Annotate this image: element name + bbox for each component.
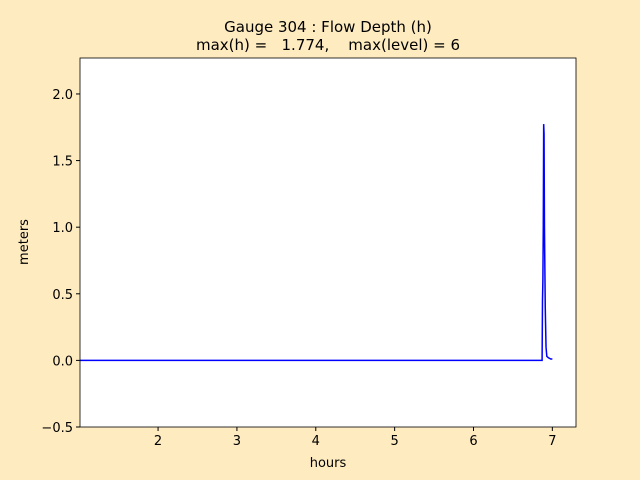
y-tick-label: 1.0 <box>52 221 73 236</box>
chart-subtitle: max(h) = 1.774, max(level) = 6 <box>196 36 460 54</box>
chart-title: Gauge 304 : Flow Depth (h) <box>224 18 432 36</box>
y-tick-label: 1.5 <box>52 155 73 170</box>
y-tick-label: 0.5 <box>52 288 73 303</box>
y-tick-label: −0.5 <box>41 421 73 436</box>
x-tick-label: 4 <box>312 434 320 449</box>
x-axis-label: hours <box>310 456 347 471</box>
y-axis-label: meters <box>17 219 32 265</box>
x-tick-label: 2 <box>154 434 162 449</box>
y-tick-label: 2.0 <box>52 88 73 103</box>
data-line <box>80 124 553 362</box>
y-tick-label: 0.0 <box>52 354 73 369</box>
plot-area <box>80 58 576 427</box>
x-tick-label: 3 <box>233 434 241 449</box>
x-tick-label: 5 <box>390 434 398 449</box>
axes-frame <box>79 57 577 428</box>
x-tick-label: 6 <box>469 434 477 449</box>
x-tick-label: 7 <box>548 434 556 449</box>
